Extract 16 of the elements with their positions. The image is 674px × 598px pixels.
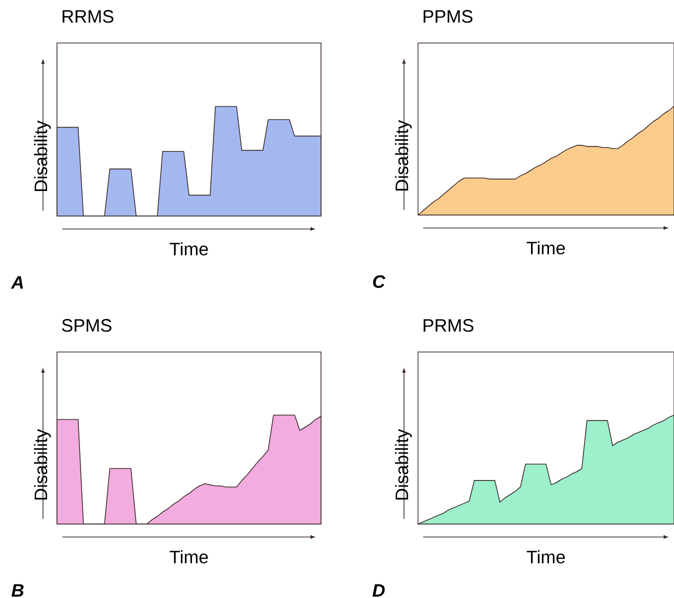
- x-axis-title: Time: [526, 550, 565, 564]
- text: C: [373, 275, 386, 288]
- y-axis-title: Disability: [395, 120, 412, 191]
- text: A: [10, 276, 23, 289]
- x-axis-title: Time: [526, 241, 565, 254]
- y-axis-title: Disability: [34, 120, 51, 192]
- chart-title: RRMS: [62, 10, 114, 23]
- text: B: [12, 584, 24, 597]
- chart-title: SPMS: [62, 319, 112, 332]
- x-axis-title: Time: [170, 242, 208, 256]
- x-axis-title: Time: [170, 550, 208, 564]
- chart-title: PPMS: [424, 10, 472, 23]
- text: D: [372, 584, 385, 597]
- chart-title: PRMS: [424, 319, 474, 332]
- y-axis-title: Disability: [34, 429, 51, 500]
- y-axis-title: Disability: [395, 429, 412, 500]
